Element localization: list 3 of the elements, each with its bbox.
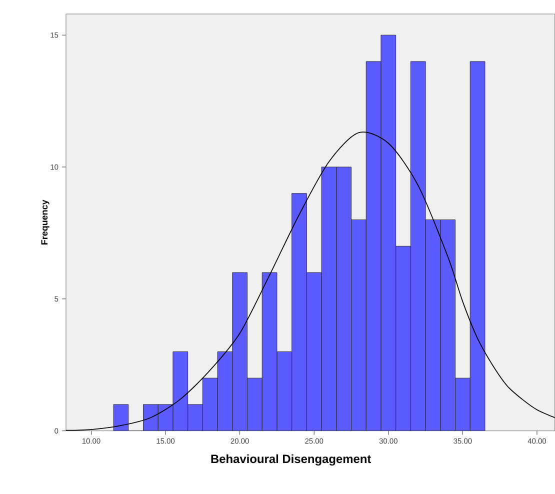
x-axis-title: Behavioural Disengagement — [211, 454, 372, 466]
y-axis-title: Frequency — [41, 200, 50, 245]
line-series — [66, 132, 555, 431]
